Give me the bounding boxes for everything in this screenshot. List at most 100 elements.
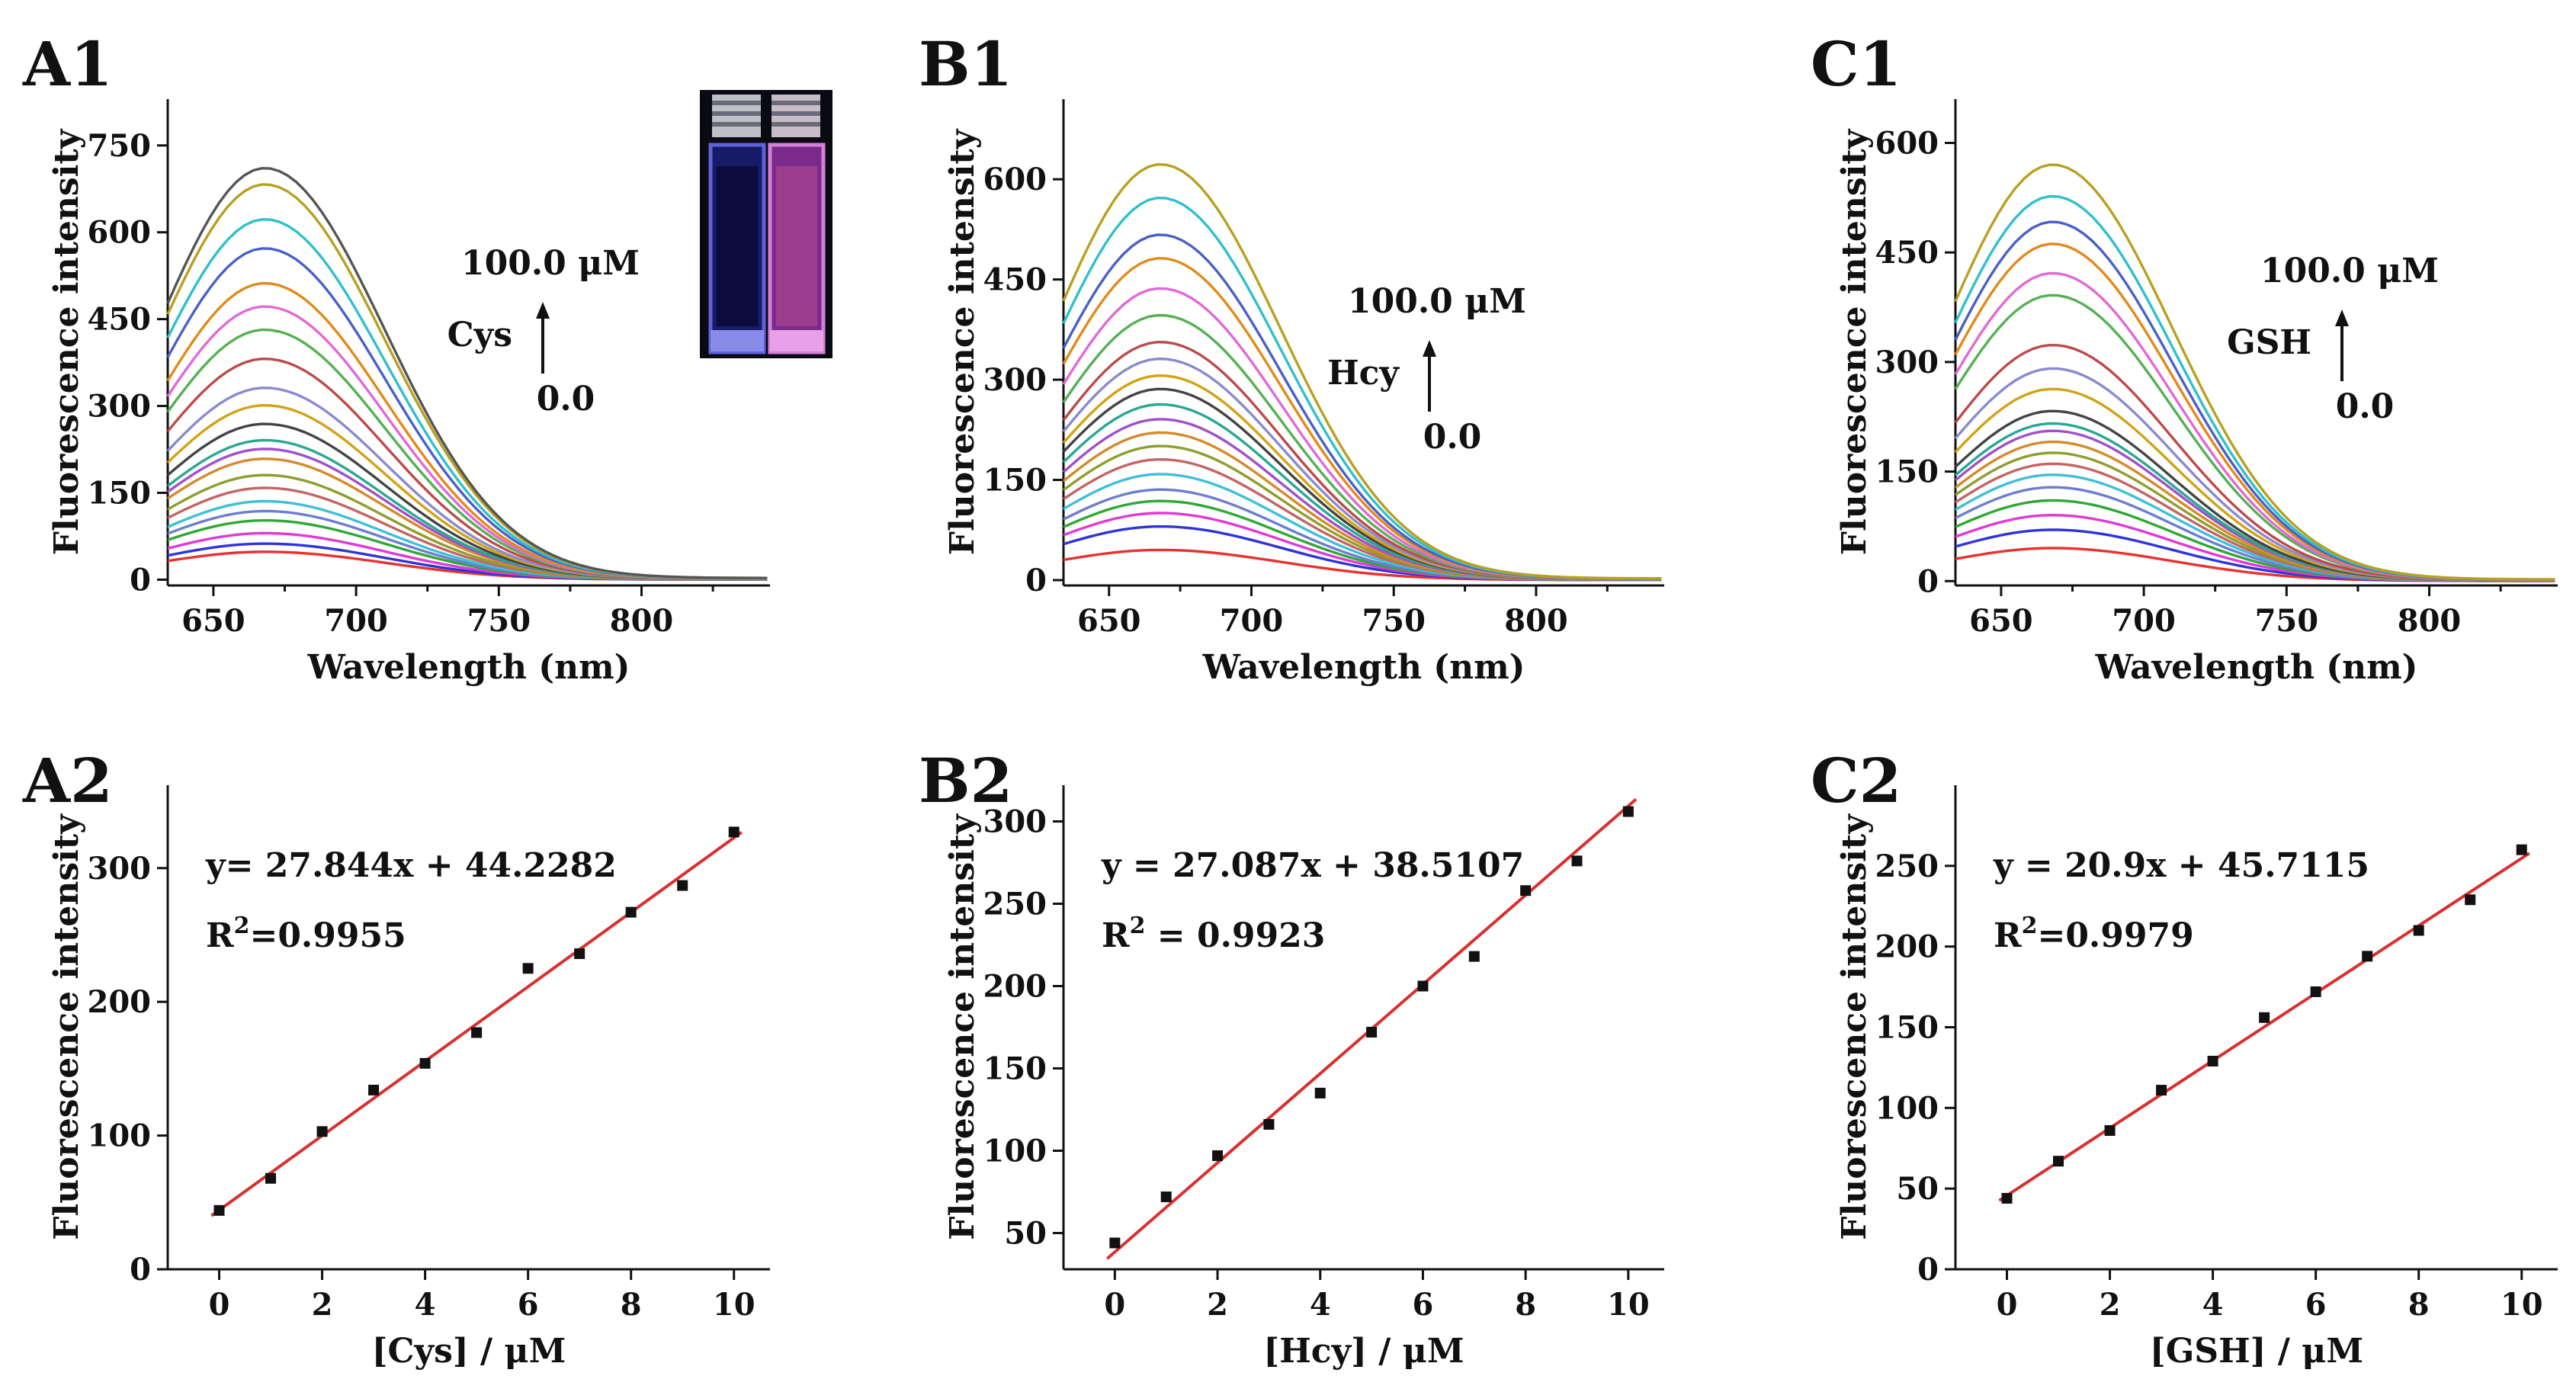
- x-axis-title: Wavelength (nm): [307, 648, 630, 687]
- y-tick-label: 300: [983, 362, 1047, 398]
- x-tick-label: 10: [713, 1287, 755, 1323]
- data-point: [471, 1027, 483, 1038]
- y-tick-label: 150: [983, 463, 1047, 499]
- x-tick-label: 4: [2202, 1287, 2224, 1323]
- x-tick-label: 8: [2408, 1287, 2430, 1323]
- r-squared: R2=0.9979: [1994, 913, 2194, 955]
- y-tick-label: 0: [1917, 1252, 1939, 1288]
- fit-equation: y = 27.087x + 38.5107: [1101, 846, 1524, 885]
- data-point: [2310, 986, 2321, 997]
- x-tick-label: 0: [209, 1287, 230, 1323]
- y-tick-label: 300: [88, 389, 152, 425]
- arrow-head: [2335, 310, 2349, 326]
- y-tick-label: 600: [983, 162, 1047, 197]
- chart-c1: 650 700 750 800 0 150 300 450 600 Wavelength (nm)…: [1835, 99, 2558, 687]
- y-tick-label: 0: [130, 562, 151, 598]
- data-point: [213, 1204, 225, 1216]
- panel-label-c1: C1: [1811, 28, 1901, 100]
- data-point: [265, 1172, 277, 1184]
- fit-equation: y = 20.9x + 45.7115: [1993, 846, 2369, 885]
- data-point: [2465, 894, 2476, 906]
- chart-b1: 650 700 750 800 0 150 300 450 600 Wavelength (nm)…: [943, 99, 1664, 687]
- panel-label-a2: A2: [22, 745, 113, 816]
- annotation-analyte: Cys: [448, 316, 512, 354]
- spectrum-series-19: [166, 247, 768, 580]
- x-tick-label: 2: [2100, 1287, 2121, 1323]
- y-axis-title: Fluorescence intensity: [943, 813, 982, 1240]
- x-tick-label: 0: [1104, 1287, 1125, 1323]
- panel-label-c2: C2: [1811, 745, 1901, 816]
- spectrum-series-21: [1062, 162, 1662, 580]
- y-axis-title: Fluorescence intensity: [1835, 813, 1874, 1240]
- chart-a1: 650 700 750 800 0 150 300 450 600 750 Wavelength (…: [47, 99, 770, 687]
- y-axis-title: Fluorescence intensity: [47, 128, 86, 555]
- data-point: [2104, 1124, 2116, 1136]
- x-tick-label: 700: [324, 603, 388, 639]
- panel-label-a1: A1: [22, 28, 113, 100]
- y-tick-label: 50: [1896, 1171, 1939, 1207]
- data-point: [1160, 1191, 1172, 1202]
- data-point: [2259, 1012, 2270, 1023]
- annotation-analyte: Hcy: [1327, 354, 1400, 393]
- y-tick-label: 450: [983, 262, 1047, 298]
- spectrum-series-19: [1954, 220, 2555, 581]
- spectrum-series-20: [1954, 194, 2555, 581]
- y-tick-label: 0: [1917, 563, 1939, 599]
- annotation-top: 100.0 μM: [2260, 252, 2439, 290]
- x-tick-label: 650: [181, 603, 245, 639]
- x-tick-label: 750: [1362, 603, 1426, 639]
- arrow-head: [536, 302, 550, 319]
- y-tick-label: 600: [1875, 125, 1939, 161]
- panel-label-b2: B2: [919, 745, 1012, 816]
- data-point: [1263, 1118, 1275, 1130]
- x-axis-title: Wavelength (nm): [2095, 648, 2418, 687]
- data-point: [574, 948, 585, 960]
- fit-equation: y= 27.844x + 44.2282: [205, 846, 617, 885]
- y-tick-label: 150: [1875, 1010, 1939, 1046]
- x-tick-label: 0: [1997, 1287, 2018, 1323]
- y-tick-label: 300: [88, 851, 152, 887]
- y-tick-label: 750: [88, 128, 152, 164]
- data-point: [2001, 1192, 2013, 1204]
- data-point: [316, 1126, 328, 1137]
- inset-photo: [700, 90, 832, 358]
- annotation-bottom: 0.0: [1423, 418, 1482, 457]
- panel-c1: C1: [1811, 28, 1901, 100]
- data-point: [2207, 1055, 2218, 1066]
- y-tick-label: 300: [1875, 345, 1939, 380]
- y-tick-label: 100: [1875, 1090, 1939, 1126]
- y-tick-label: 300: [983, 804, 1047, 840]
- x-tick-label: 700: [2112, 603, 2176, 639]
- cuvette-caps: [712, 95, 820, 137]
- annotation-bottom: 0.0: [2336, 387, 2395, 426]
- y-tick-label: 200: [88, 984, 152, 1020]
- x-tick-label: 6: [518, 1287, 539, 1323]
- data-point: [368, 1084, 380, 1095]
- x-tick-label: 8: [1515, 1287, 1536, 1323]
- annotation-top: 100.0 μM: [1348, 282, 1526, 321]
- data-point: [1366, 1026, 1378, 1038]
- x-tick-label: 650: [1077, 603, 1141, 639]
- y-tick-label: 600: [88, 215, 152, 251]
- y-tick-label: 150: [88, 475, 152, 511]
- data-point: [728, 826, 739, 838]
- y-tick-label: 250: [983, 887, 1047, 922]
- chart-b2: 0 2 4 6 8 10 50 100 150 200 250 300 [Hcy] / μM Fluore…: [943, 785, 1664, 1371]
- y-axis-title: Fluorescence intensity: [47, 813, 86, 1240]
- data-point: [1468, 951, 1480, 962]
- data-point: [2053, 1156, 2064, 1167]
- y-tick-label: 100: [88, 1118, 152, 1154]
- y-tick-label: 150: [1875, 454, 1939, 490]
- data-point: [2362, 951, 2373, 962]
- panel-b2: B2: [919, 745, 1012, 816]
- x-tick-label: 4: [415, 1287, 436, 1323]
- data-point: [1571, 855, 1583, 867]
- x-tick-label: 750: [467, 603, 531, 639]
- y-tick-label: 150: [983, 1050, 1047, 1086]
- y-tick-label: 0: [130, 1252, 151, 1288]
- x-tick-label: 2: [1207, 1287, 1228, 1323]
- y-tick-label: 450: [88, 302, 152, 338]
- spectrum-series-21: [1954, 163, 2555, 581]
